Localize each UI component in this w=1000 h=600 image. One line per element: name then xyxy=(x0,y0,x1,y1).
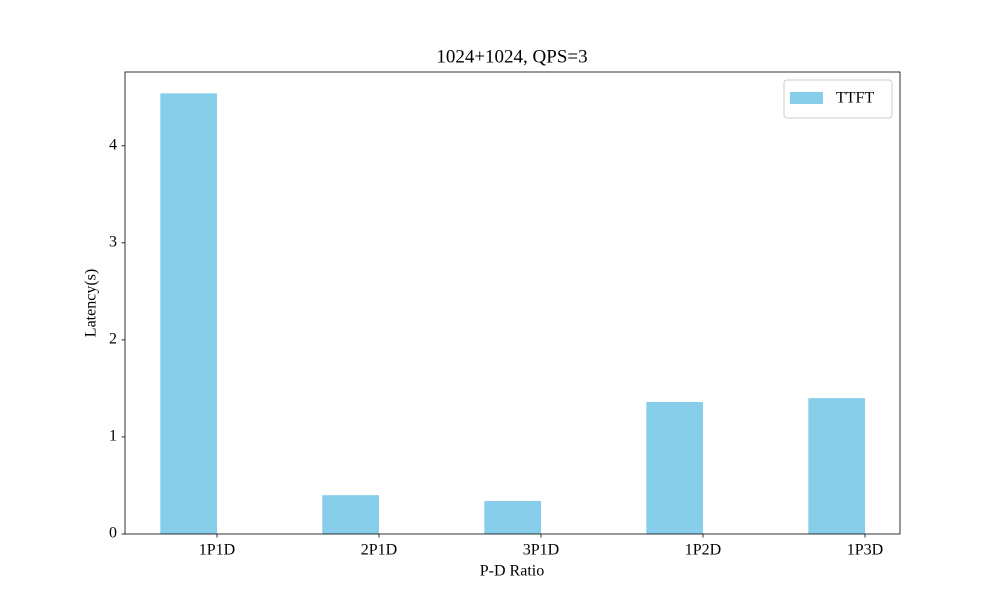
y-axis-label: Latency(s) xyxy=(83,269,100,337)
y-tick-label: 4 xyxy=(109,136,117,153)
y-tick-label: 3 xyxy=(109,233,117,250)
bar xyxy=(160,93,217,535)
legend-swatch xyxy=(790,92,823,104)
legend-box xyxy=(783,79,893,119)
y-tick-label: 0 xyxy=(109,525,117,542)
x-tick-label: 3P1D xyxy=(523,542,559,559)
plot-frame xyxy=(124,71,901,535)
bar xyxy=(484,501,541,534)
bar xyxy=(646,402,703,534)
legend-label: TTFT xyxy=(836,90,874,107)
x-axis-label: P-D Ratio xyxy=(480,563,544,580)
x-tick-label: 1P3D xyxy=(847,542,883,559)
chart-title: 1024+1024, QPS=3 xyxy=(436,46,587,67)
x-tick-label: 1P1D xyxy=(199,542,235,559)
y-tick-label: 2 xyxy=(109,331,117,348)
x-tick-label: 2P1D xyxy=(361,542,397,559)
bar xyxy=(322,495,379,534)
bar xyxy=(808,398,865,534)
y-tick-label: 1 xyxy=(109,428,117,445)
x-tick-label: 1P2D xyxy=(685,542,721,559)
